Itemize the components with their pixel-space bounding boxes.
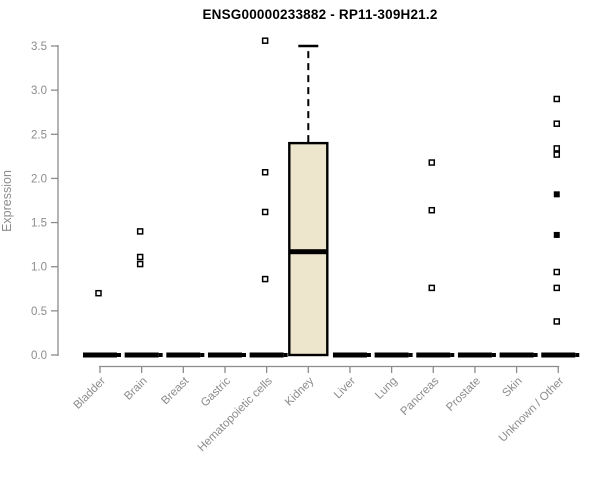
outlier-point	[136, 253, 144, 261]
x-tick-label: Gastric	[199, 375, 233, 409]
y-tick-label: 2.5	[31, 129, 47, 141]
flat-box-nub	[158, 353, 163, 357]
x-tick-label: Skin	[500, 375, 524, 399]
flat-box-nub	[283, 353, 288, 357]
y-tick-label: 0.0	[31, 350, 47, 362]
flat-box	[541, 352, 576, 358]
flat-box-nub	[241, 353, 246, 357]
median-line	[289, 249, 328, 255]
outlier-point	[553, 284, 561, 292]
flat-box-nub	[366, 353, 371, 357]
flat-box	[124, 352, 159, 358]
x-tick-label: Kidney	[283, 375, 317, 409]
x-tick-label: Prostate	[444, 375, 483, 414]
outlier-point	[553, 268, 561, 276]
flat-box	[374, 352, 409, 358]
flat-box	[457, 352, 492, 358]
flat-box-nub	[450, 353, 455, 357]
flat-box	[416, 352, 451, 358]
x-tick-label: Pancreas	[399, 375, 442, 418]
y-tick-label: 3.5	[31, 41, 47, 53]
flat-box	[499, 352, 534, 358]
flat-box-nub	[200, 353, 205, 357]
outlier-point	[136, 228, 144, 235]
outlier-point-solid	[553, 191, 560, 198]
flat-box	[249, 352, 284, 358]
outlier-point	[553, 145, 561, 152]
flat-box	[83, 352, 117, 358]
y-tick-label: 1.0	[31, 262, 47, 274]
flat-box-nub	[533, 353, 538, 357]
outlier-point	[261, 37, 269, 44]
outlier-point	[428, 206, 436, 214]
outlier-point	[261, 208, 269, 216]
outlier-point	[553, 151, 561, 158]
x-tick-label: Hematopoietic cells	[196, 375, 275, 454]
y-tick-label: 1.5	[31, 218, 47, 230]
outlier-point	[261, 275, 269, 283]
chart-title: ENSG00000233882 - RP11-309H21.2	[202, 7, 438, 22]
x-tick-label: Bladder	[72, 375, 109, 412]
x-tick-label: Lung	[373, 375, 400, 402]
y-tick-label: 0.5	[31, 306, 47, 318]
flat-box-nub	[408, 353, 413, 357]
flat-box	[332, 352, 367, 358]
outlier-point-solid	[553, 231, 560, 238]
outlier-point	[553, 318, 561, 325]
flat-box-nub	[117, 353, 121, 357]
x-tick-label: Brain	[122, 375, 149, 402]
y-tick-label: 3.0	[31, 85, 47, 97]
outlier-point	[261, 168, 269, 176]
flat-box	[166, 352, 201, 358]
box	[288, 141, 329, 357]
x-tick-label: Breast	[159, 375, 192, 408]
outlier-point	[95, 289, 102, 297]
outlier-point	[553, 120, 561, 127]
outlier-point	[136, 260, 144, 268]
y-axis-title: Expression	[0, 170, 14, 232]
y-tick-label: 2.0	[31, 173, 47, 185]
flat-box	[207, 352, 242, 358]
flat-box-nub	[491, 353, 496, 357]
flat-box-nub	[575, 353, 580, 357]
outlier-point	[428, 159, 436, 166]
x-tick-label: Liver	[332, 375, 358, 401]
outlier-point	[428, 284, 436, 292]
outlier-point	[553, 95, 561, 103]
